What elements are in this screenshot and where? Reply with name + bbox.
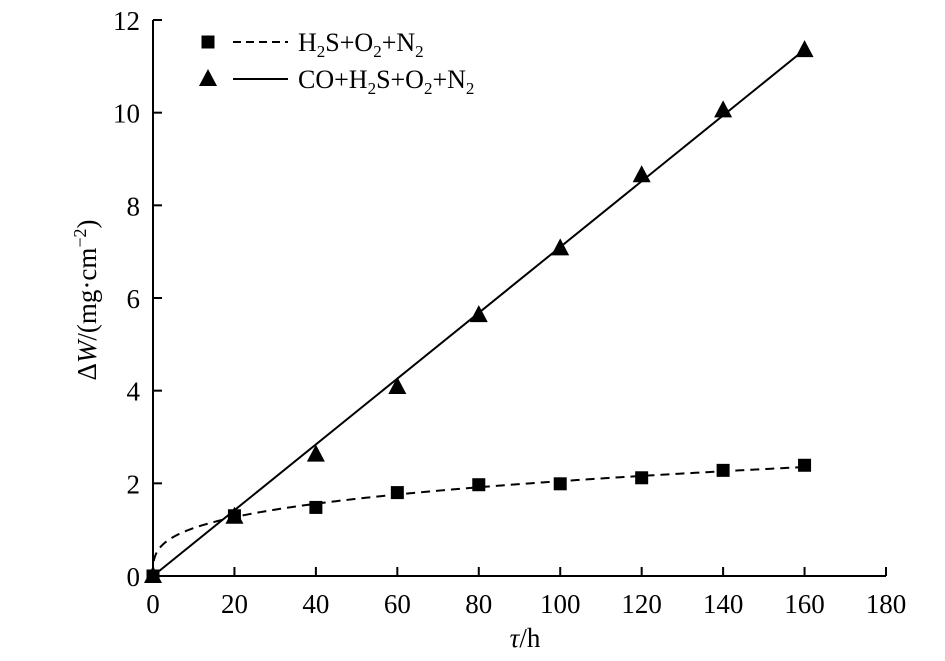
y-tick-label: 12 [113,6,140,36]
x-axis-unit: /h [519,623,541,653]
y-tick-label: 4 [127,377,141,407]
y-tick-label: 6 [127,284,141,314]
series-1-point [472,478,486,492]
series-markers [144,40,814,583]
legend-label-part: +N [432,65,466,94]
legend-label-2: CO+H2S+O2+N2 [298,65,474,98]
legend-label-part: 2 [424,79,433,98]
series-2-point [225,506,244,524]
y-tick-label: 8 [127,191,141,221]
legend-marker-2 [199,69,217,86]
x-tick-label: 100 [540,589,581,619]
x-tick-label: 180 [866,589,907,619]
series-1-fit-line [152,466,805,576]
y-ticks: 0 2 4 6 8 10 12 [113,6,162,592]
x-tick-label: 60 [384,589,411,619]
series-1-point [716,463,730,477]
legend-label-1: H2S+O2+N2 [298,28,424,61]
legend-label-part: S+O [325,28,373,57]
series-2-point [714,100,733,118]
legend-label-part: 2 [317,42,326,61]
series-2-point [551,238,570,256]
x-tick-label: 20 [221,589,248,619]
y-axis-title: ΔW/(mg·cm−2) [70,219,102,380]
y-tick-label: 10 [113,99,140,129]
y-tick-label: 2 [127,469,141,499]
x-tick-label: 120 [621,589,662,619]
series-2-point [469,305,488,323]
x-axis-symbol: τ [510,623,521,653]
series-2-point [144,566,162,583]
legend-label-part: +N [382,28,416,57]
x-tick-label: 140 [703,589,744,619]
y-axis-symbol: W [72,338,102,363]
series-1-point [798,458,812,472]
y-axis-prefix: Δ [72,363,102,380]
legend-label-part: 2 [368,79,377,98]
legend-label-part: CO+H [298,65,368,94]
x-tick-label: 80 [465,589,492,619]
legend-label-part: 2 [373,42,382,61]
series-1-point [390,486,404,500]
y-axis-close: ) [72,219,102,228]
x-ticks: 0 20 40 60 80 100 120 140 160 180 [146,567,906,619]
series-1-point [553,477,567,491]
x-axis-title: τ/h [510,623,541,653]
series-2-point [632,165,651,183]
y-axis-unit: /(mg·cm [72,248,102,341]
y-tick-label: 0 [127,562,141,592]
plot-area: 0 20 40 60 80 100 120 140 160 180 0 2 4 6 8 10 12 [113,6,906,619]
x-tick-label: 160 [784,589,825,619]
x-tick-label: 40 [302,589,329,619]
legend-label-part: 2 [466,79,475,98]
series-2-point [306,444,325,462]
series-1-point [309,500,323,514]
legend-label-part: S+O [376,65,424,94]
series-2-point [795,40,814,58]
series-1-point [635,471,649,485]
legend-label-part: H [298,28,317,57]
legend-marker-1 [201,35,215,49]
x-tick-label: 0 [146,589,160,619]
legend-label-part: 2 [415,42,424,61]
y-axis-exponent: −2 [70,228,90,247]
series-2-point [388,376,407,394]
